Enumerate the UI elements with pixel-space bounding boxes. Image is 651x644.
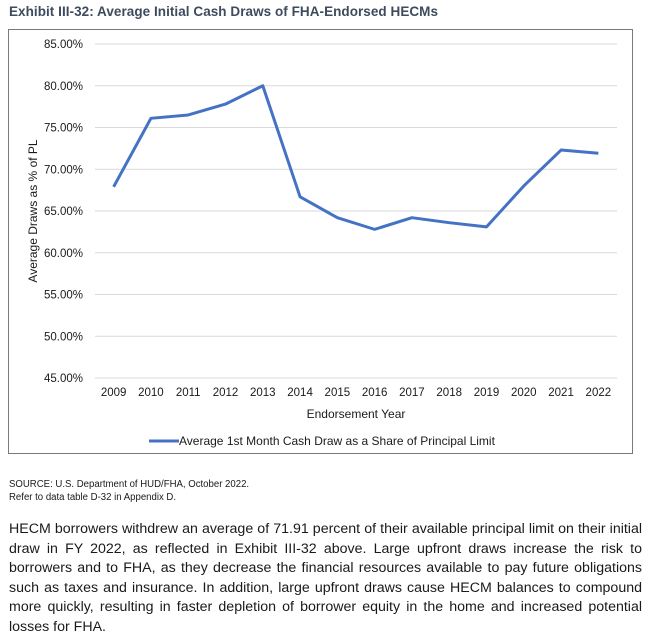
body-paragraph: HECM borrowers withdrew an average of 71… — [9, 521, 642, 635]
x-tick-label: 2018 — [436, 387, 462, 399]
y-tick-label: 50.00% — [44, 331, 83, 343]
x-tick-label: 2017 — [399, 387, 425, 399]
x-tick-label: 2011 — [176, 387, 201, 399]
series-group — [112, 84, 599, 231]
source-note: SOURCE: U.S. Department of HUD/FHA, Octo… — [9, 479, 259, 504]
y-tick-label: 85.00% — [44, 39, 83, 51]
legend-label: Average 1st Month Cash Draw as a Share o… — [179, 434, 496, 448]
gridlines — [95, 43, 617, 379]
x-tick-label: 2009 — [101, 387, 127, 399]
y-axis-ticks: 45.00% 50.00% 55.00% 60.00% 65.00% 70.00% 75.0… — [44, 39, 83, 385]
chart-frame — [8, 29, 633, 454]
x-tick-label: 2010 — [138, 387, 164, 399]
y-tick-label: 65.00% — [44, 206, 83, 218]
y-tick-label: 75.00% — [44, 123, 83, 135]
line-chart: 45.00% 50.00% 55.00% 60.00% 65.00% 70.00% 75.0… — [26, 39, 617, 448]
exhibit-title: Exhibit III-32: Average Initial Cash Dra… — [9, 4, 439, 19]
x-tick-label: 2013 — [250, 387, 276, 399]
x-tick-label: 2014 — [287, 387, 313, 399]
y-tick-label: 60.00% — [44, 248, 83, 260]
x-tick-label: 2016 — [362, 387, 388, 399]
series-line — [112, 84, 599, 231]
x-tick-label: 2019 — [474, 387, 500, 399]
source-line-1: SOURCE: U.S. Department of HUD/FHA, Octo… — [9, 479, 250, 490]
y-tick-label: 80.00% — [44, 81, 83, 93]
y-tick-label: 45.00% — [44, 373, 83, 385]
x-tick-label: 2022 — [586, 387, 612, 399]
x-tick-label: 2012 — [213, 387, 239, 399]
x-tick-label: 2020 — [511, 387, 537, 399]
source-line-2: Refer to data table D-32 in Appendix D. — [9, 491, 177, 503]
x-tick-label: 2015 — [325, 387, 351, 399]
x-axis-ticks: 2009 2010 2011 2012 2013 2014 2015 2016 2017 2018… — [101, 387, 611, 399]
x-axis-title: Endorsement Year — [307, 407, 406, 421]
x-tick-label: 2021 — [548, 387, 574, 399]
legend: Average 1st Month Cash Draw as a Share o… — [149, 434, 496, 448]
y-tick-label: 70.00% — [44, 164, 83, 176]
y-tick-label: 55.00% — [44, 290, 83, 302]
y-axis-title: Average Draws as % of PL — [26, 139, 40, 283]
